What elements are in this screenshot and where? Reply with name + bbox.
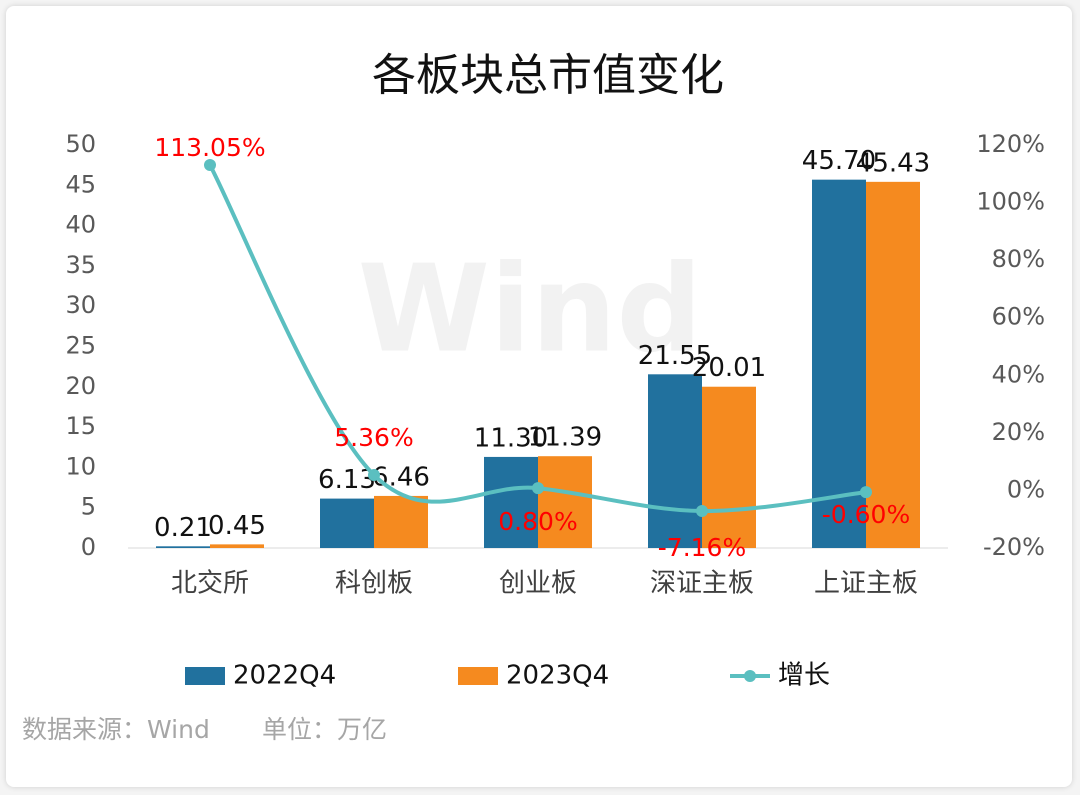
line-value-label: -7.16%	[658, 533, 746, 562]
legend-label: 2023Q4	[506, 661, 609, 691]
line-marker	[204, 159, 216, 172]
legend-label: 增长	[778, 661, 830, 691]
y-tick-label: 10	[65, 452, 96, 480]
bar-value-label: 6.13	[318, 465, 376, 495]
x-tick-label: 深证主板	[650, 569, 754, 599]
bar-value-label: 45.70	[802, 146, 876, 176]
y2-tick-label: 20%	[992, 418, 1045, 446]
y2-tick-label: 0%	[1007, 475, 1045, 503]
bar-value-label: 20.01	[692, 353, 766, 383]
y-tick-label: 40	[65, 211, 96, 239]
bar	[156, 546, 210, 548]
chart-title: 各板块总市值变化	[372, 50, 724, 101]
legend-label: 2022Q4	[233, 661, 336, 691]
y2-tick-label: 120%	[976, 130, 1045, 158]
source-note: 数据来源：Wind	[22, 715, 210, 744]
line-value-label: 5.36%	[334, 423, 413, 452]
x-tick-label: 上证主板	[814, 569, 918, 599]
bar	[648, 374, 702, 548]
x-tick-label: 北交所	[171, 569, 249, 599]
y-tick-label: 0	[81, 533, 96, 561]
y-tick-label: 35	[65, 251, 96, 279]
line-value-label: 113.05%	[154, 133, 265, 162]
bar-value-label: 11.30	[474, 423, 548, 453]
bar-value-label: 21.55	[638, 341, 712, 371]
line-value-label: -0.60%	[822, 500, 910, 529]
y2-tick-label: 60%	[992, 303, 1045, 331]
bar-value-label: 0.45	[208, 511, 266, 541]
bar	[210, 544, 264, 548]
bar	[320, 498, 374, 548]
legend-swatch	[185, 667, 225, 685]
bar	[374, 495, 428, 548]
y-tick-label: 20	[65, 372, 96, 400]
bar	[538, 456, 592, 548]
y2-tick-label: 80%	[992, 245, 1045, 273]
y-tick-label: 15	[65, 412, 96, 440]
y-tick-label: 30	[65, 291, 96, 319]
legend-marker	[744, 670, 756, 682]
line-marker	[860, 486, 872, 499]
bar	[484, 456, 538, 548]
legend-swatch	[458, 667, 498, 685]
y2-tick-label: -20%	[983, 533, 1045, 561]
watermark: Wind	[358, 241, 703, 380]
line-value-label: 0.80%	[498, 507, 577, 536]
y2-tick-label: 100%	[976, 188, 1045, 216]
bar-value-label: 6.46	[372, 462, 430, 492]
bar-value-label: 11.39	[528, 423, 602, 453]
y2-tick-label: 40%	[992, 360, 1045, 388]
bar	[702, 386, 756, 548]
y-tick-label: 45	[65, 170, 96, 198]
line-marker	[368, 468, 380, 481]
x-tick-label: 科创板	[335, 569, 413, 599]
bar	[866, 181, 920, 548]
bar	[812, 179, 866, 548]
bar-value-label: 45.43	[856, 148, 930, 178]
line-marker	[532, 482, 544, 495]
y-tick-label: 5	[81, 493, 96, 521]
y-tick-label: 25	[65, 332, 96, 360]
line-marker	[696, 505, 708, 518]
unit-note: 单位：万亿	[262, 715, 387, 744]
x-tick-label: 创业板	[499, 569, 577, 599]
line-series	[208, 164, 867, 514]
y-tick-label: 50	[65, 130, 96, 158]
bar-value-label: 0.21	[154, 513, 212, 543]
